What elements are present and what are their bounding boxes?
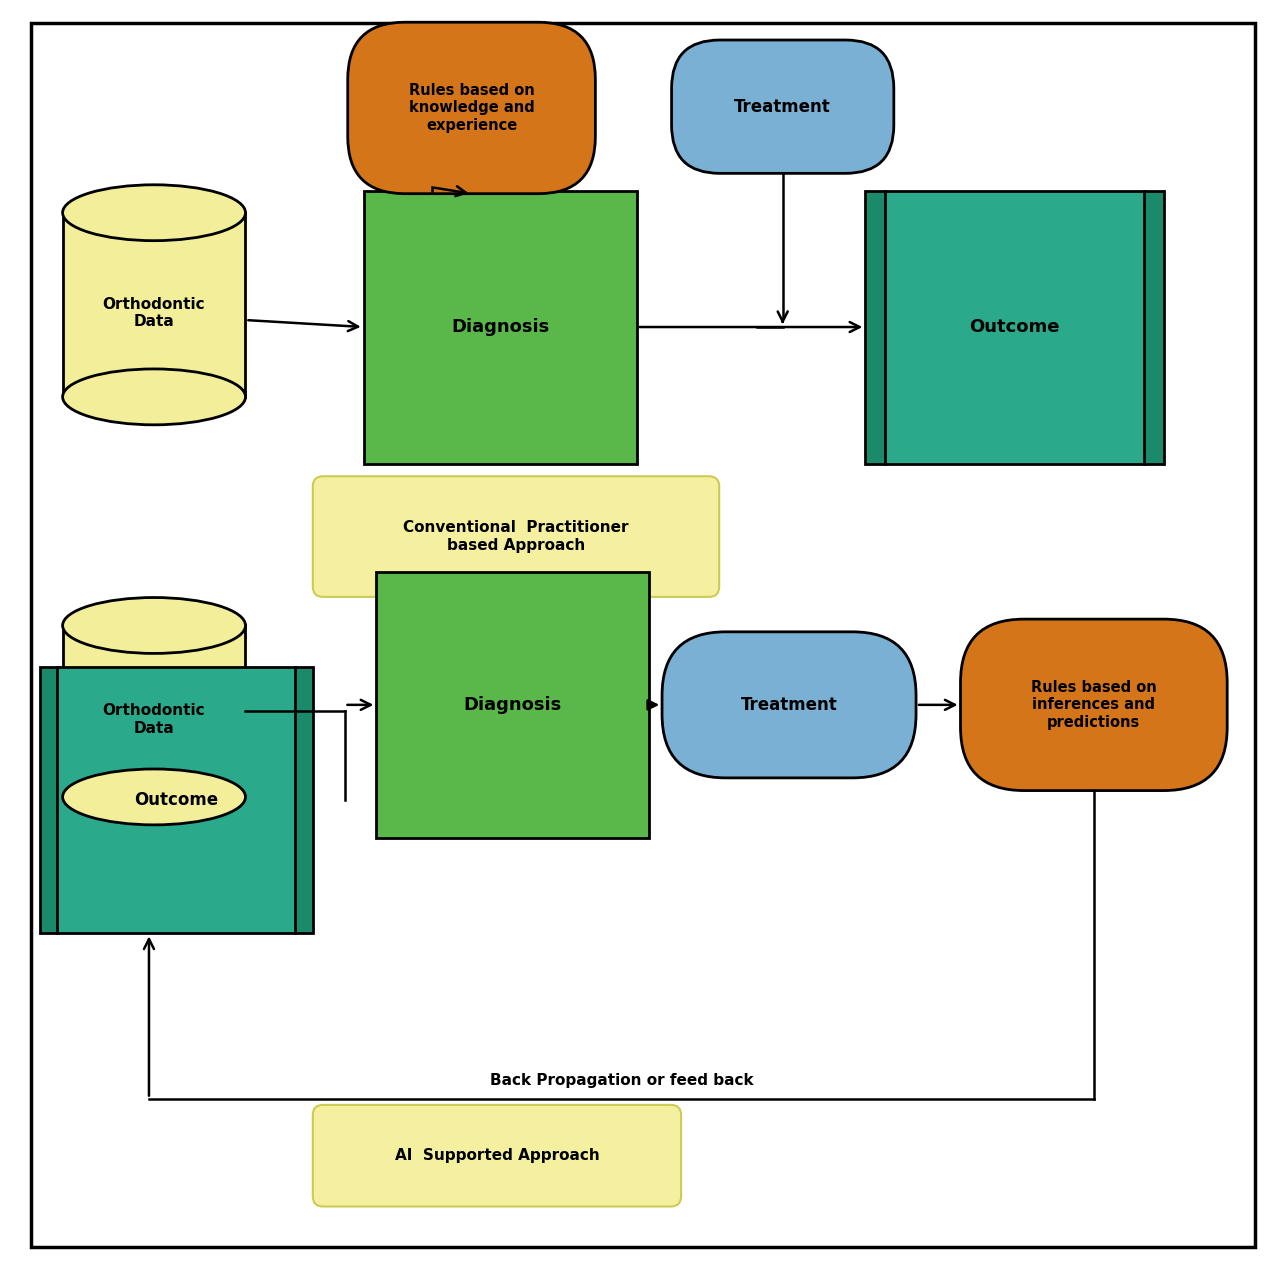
FancyBboxPatch shape xyxy=(961,620,1227,790)
Text: Rules based on
knowledge and
experience: Rules based on knowledge and experience xyxy=(409,83,535,133)
Text: Conventional  Practitioner
based Approach: Conventional Practitioner based Approach xyxy=(404,521,629,552)
FancyBboxPatch shape xyxy=(671,39,894,174)
Text: Diagnosis: Diagnosis xyxy=(464,696,562,714)
Polygon shape xyxy=(63,212,246,396)
Polygon shape xyxy=(885,190,1145,464)
Polygon shape xyxy=(294,667,312,933)
Text: Orthodontic
Data: Orthodontic Data xyxy=(103,297,206,329)
Ellipse shape xyxy=(63,184,246,241)
Text: Outcome: Outcome xyxy=(970,318,1060,337)
FancyBboxPatch shape xyxy=(312,476,719,597)
Ellipse shape xyxy=(63,368,246,424)
Ellipse shape xyxy=(63,770,246,826)
FancyBboxPatch shape xyxy=(364,190,637,464)
Text: Back Propagation or feed back: Back Propagation or feed back xyxy=(490,1073,754,1088)
Text: Treatment: Treatment xyxy=(734,98,831,116)
FancyBboxPatch shape xyxy=(312,1105,682,1206)
Text: Outcome: Outcome xyxy=(134,791,219,809)
Polygon shape xyxy=(40,667,58,933)
FancyBboxPatch shape xyxy=(662,631,916,777)
Polygon shape xyxy=(1145,190,1164,464)
Text: Orthodontic
Data: Orthodontic Data xyxy=(103,704,206,735)
Text: AI  Supported Approach: AI Supported Approach xyxy=(395,1148,599,1163)
FancyBboxPatch shape xyxy=(377,572,649,838)
Polygon shape xyxy=(63,625,246,798)
Text: Diagnosis: Diagnosis xyxy=(451,318,549,337)
Polygon shape xyxy=(865,190,885,464)
Polygon shape xyxy=(58,667,294,933)
FancyBboxPatch shape xyxy=(347,22,595,193)
Text: Treatment: Treatment xyxy=(741,696,837,714)
Ellipse shape xyxy=(63,597,246,653)
Text: Rules based on
inferences and
predictions: Rules based on inferences and prediction… xyxy=(1031,679,1156,730)
